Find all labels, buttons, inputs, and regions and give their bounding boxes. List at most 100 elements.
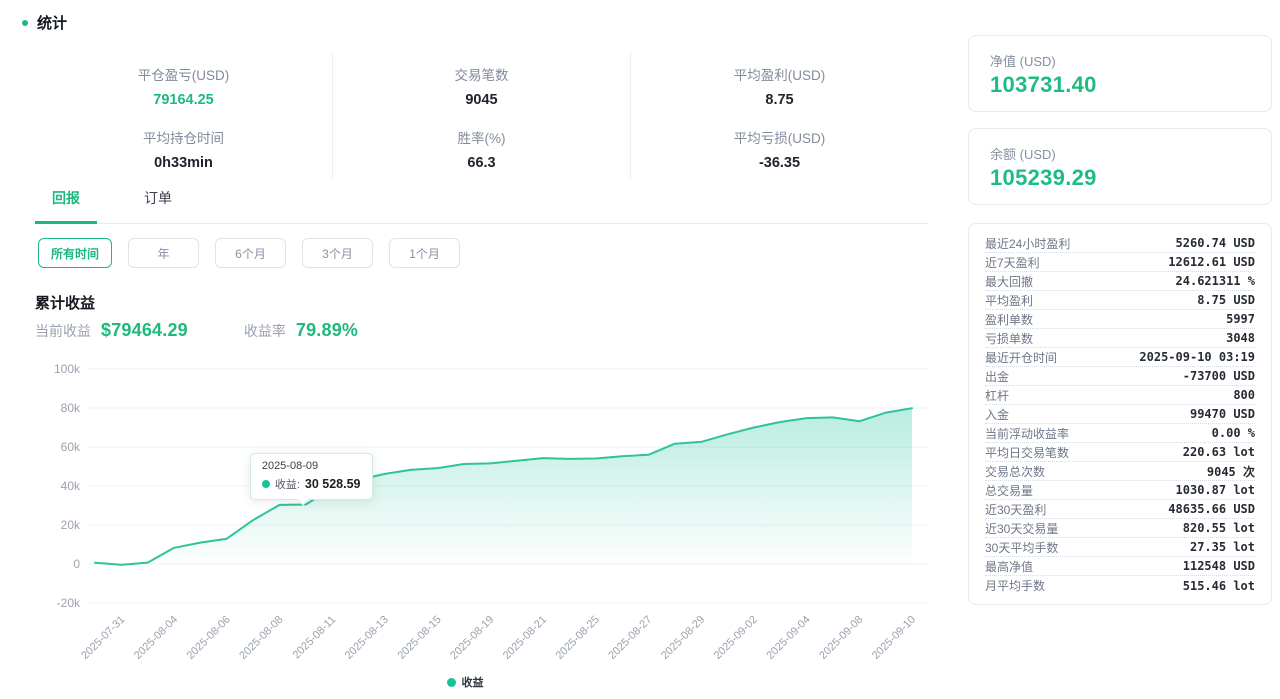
stat-row-label: 近30天盈利 bbox=[985, 502, 1047, 517]
title-bullet-icon bbox=[22, 19, 28, 26]
stat-table-row: 最近24小时盈利 5260.74 USD bbox=[985, 234, 1255, 253]
stat-row-value: 3048 bbox=[1226, 331, 1255, 345]
tab-订单[interactable]: 订单 bbox=[144, 190, 172, 206]
y-axis-tick-label: 40k bbox=[61, 479, 81, 493]
stat-row-label: 出金 bbox=[985, 369, 1010, 384]
legend-label: 收益 bbox=[461, 677, 484, 689]
summary-stat-label: 平仓盈亏(USD) bbox=[137, 68, 230, 83]
y-axis-tick-label: -20k bbox=[57, 596, 81, 610]
return-rate-value: 79.89% bbox=[295, 320, 359, 340]
section-title-cumulative-returns: 累计收益 bbox=[35, 295, 96, 312]
tooltip-series-dot-icon bbox=[261, 480, 270, 489]
net-value-card: 净值 (USD) 103731.40 bbox=[968, 35, 1272, 112]
stat-table-row: 最高净值 112548 USD bbox=[985, 557, 1255, 576]
stat-row-label: 交易总次数 bbox=[985, 464, 1046, 479]
summary-stat-value: 8.75 bbox=[765, 92, 794, 108]
legend-dot-icon bbox=[446, 677, 456, 687]
stat-row-label: 总交易量 bbox=[985, 483, 1034, 498]
stat-table-row: 近7天盈利 12612.61 USD bbox=[985, 253, 1255, 272]
summary-stat: 平均持仓时间 0h33min bbox=[35, 115, 332, 178]
summary-column: 平均盈利(USD) 8.75 平均亏损(USD) -36.35 bbox=[631, 52, 928, 178]
stat-row-value: -73700 USD bbox=[1182, 369, 1255, 383]
summary-stats-grid: 平仓盈亏(USD) 79164.25 平均持仓时间 0h33min 交易笔数 9045 胜率… bbox=[35, 52, 928, 178]
stat-row-label: 平均日交易笔数 bbox=[985, 445, 1070, 460]
x-axis-tick-label: 2025-09-08 bbox=[817, 614, 865, 662]
stat-row-label: 最高净值 bbox=[985, 559, 1034, 574]
tooltip-series-label: 收益: bbox=[274, 479, 300, 492]
summary-column: 平仓盈亏(USD) 79164.25 平均持仓时间 0h33min bbox=[35, 52, 333, 178]
time-filter-button[interactable]: 年 bbox=[128, 238, 200, 268]
chart-tooltip: 2025-08-09 收益: 30 528.59 bbox=[249, 453, 373, 507]
summary-stat: 平均盈利(USD) 8.75 bbox=[631, 52, 928, 115]
stat-row-label: 杠杆 bbox=[985, 388, 1010, 403]
tab-回报[interactable]: 回报 bbox=[35, 188, 97, 224]
x-axis-tick-label: 2025-07-31 bbox=[79, 614, 127, 662]
x-axis-tick-label: 2025-08-15 bbox=[395, 614, 443, 662]
summary-stat: 交易笔数 9045 bbox=[333, 52, 630, 115]
y-axis-tick-label: 20k bbox=[61, 518, 81, 532]
balance-card: 余额 (USD) 105239.29 bbox=[968, 128, 1272, 205]
return-rate-label: 收益率 bbox=[243, 323, 286, 339]
stat-table-row: 盈利单数 5997 bbox=[985, 310, 1255, 329]
summary-stat-value: 0h33min bbox=[154, 155, 213, 171]
stat-row-value: 220.63 lot bbox=[1182, 445, 1255, 459]
stat-row-value: 2025-09-10 03:19 bbox=[1139, 350, 1255, 364]
time-filter-button[interactable]: 1个月 bbox=[389, 238, 461, 268]
y-axis-tick-label: 80k bbox=[61, 401, 81, 415]
stat-row-label: 最近开仓时间 bbox=[985, 350, 1058, 365]
stat-row-value: 1030.87 lot bbox=[1175, 483, 1255, 497]
stat-table-row: 最近开仓时间 2025-09-10 03:19 bbox=[985, 348, 1255, 367]
summary-stat: 平均亏损(USD) -36.35 bbox=[631, 115, 928, 178]
x-axis-tick-label: 2025-09-10 bbox=[870, 614, 918, 662]
returns-chart[interactable]: 100k 80k 60k 40k 20k 0 -20k 2025-07-31 2025-08-0… bbox=[35, 358, 928, 696]
stat-row-value: 0.00 % bbox=[1211, 426, 1255, 440]
stat-table-row: 30天平均手数 27.35 lot bbox=[985, 538, 1255, 557]
stat-row-label: 近7天盈利 bbox=[985, 255, 1040, 270]
stat-row-label: 最大回撤 bbox=[985, 274, 1034, 289]
x-axis-tick-label: 2025-09-02 bbox=[712, 614, 760, 662]
stat-row-value: 5260.74 USD bbox=[1175, 236, 1255, 250]
summary-stat-value: 66.3 bbox=[467, 155, 496, 171]
stat-table-row: 平均日交易笔数 220.63 lot bbox=[985, 443, 1255, 462]
stat-row-label: 月平均手数 bbox=[985, 579, 1046, 593]
summary-stat-label: 平均亏损(USD) bbox=[733, 131, 826, 146]
x-axis-tick-label: 2025-08-29 bbox=[659, 614, 707, 662]
stat-row-label: 近30天交易量 bbox=[985, 521, 1059, 536]
summary-stat-label: 胜率(%) bbox=[457, 131, 506, 146]
page-title-text: 统计 bbox=[37, 15, 68, 32]
stat-row-value: 5997 bbox=[1226, 312, 1255, 326]
time-filter-button[interactable]: 3个月 bbox=[302, 238, 374, 268]
time-filter-button[interactable]: 所有时间 bbox=[38, 238, 113, 268]
balance-label: 余额 (USD) bbox=[990, 147, 1056, 162]
area-fill bbox=[95, 408, 912, 565]
x-axis-tick-label: 2025-08-25 bbox=[554, 614, 602, 662]
page-title: 统计 bbox=[22, 12, 67, 33]
tooltip-date: 2025-08-09 bbox=[261, 460, 319, 473]
stat-table-row: 亏损单数 3048 bbox=[985, 329, 1255, 348]
summary-stat-value: -36.35 bbox=[758, 155, 801, 171]
stat-table-row: 平均盈利 8.75 USD bbox=[985, 291, 1255, 310]
stat-row-value: 8.75 USD bbox=[1197, 293, 1255, 307]
stat-table-row: 交易总次数 9045 次 bbox=[985, 462, 1255, 481]
x-axis-tick-label: 2025-08-11 bbox=[291, 614, 339, 662]
time-filter-button[interactable]: 6个月 bbox=[215, 238, 287, 268]
stat-row-label: 盈利单数 bbox=[985, 312, 1034, 327]
x-axis-tick-label: 2025-08-27 bbox=[606, 614, 654, 662]
stat-row-value: 820.55 lot bbox=[1182, 521, 1255, 535]
balance-amount: 105239.29 bbox=[990, 165, 1097, 190]
time-filter-group: 所有时间年 6个月 3个月 1个月 bbox=[38, 238, 461, 268]
stat-row-label: 平均盈利 bbox=[985, 293, 1034, 308]
stat-row-value: 515.46 lot bbox=[1182, 578, 1255, 593]
x-axis-tick-label: 2025-08-06 bbox=[185, 614, 233, 662]
tab-bar: 回报 订单 bbox=[35, 188, 928, 224]
stat-table-row: 近30天交易量 820.55 lot bbox=[985, 519, 1255, 538]
stat-table-row: 近30天盈利 48635.66 USD bbox=[985, 500, 1255, 519]
summary-stat-label: 平均盈利(USD) bbox=[733, 68, 826, 83]
stat-table-row: 当前浮动收益率 0.00 % bbox=[985, 424, 1255, 443]
summary-stat-label: 交易笔数 bbox=[454, 68, 509, 83]
stat-row-label: 当前浮动收益率 bbox=[985, 426, 1070, 441]
y-axis-tick-label: 100k bbox=[54, 362, 81, 376]
stat-row-label: 30天平均手数 bbox=[985, 540, 1059, 555]
stat-table-row: 出金 -73700 USD bbox=[985, 367, 1255, 386]
